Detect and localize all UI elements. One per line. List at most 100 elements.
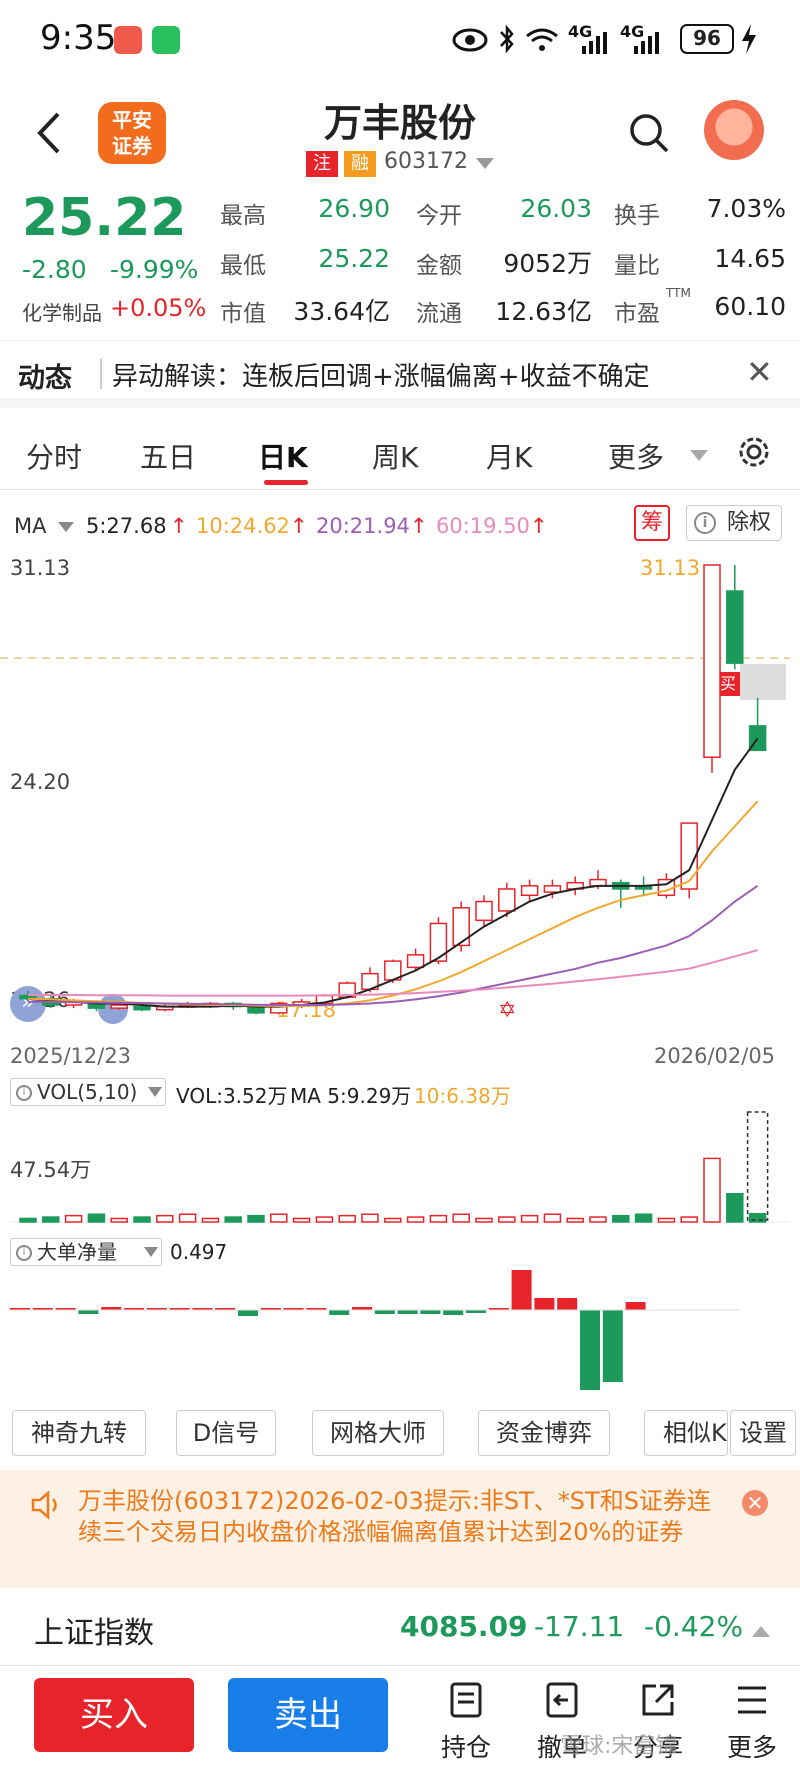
sector-change[interactable]: +0.05% <box>110 294 207 322</box>
volume-bar <box>270 1213 288 1223</box>
volume-bar <box>315 1216 334 1223</box>
nav-positions[interactable]: 持仓 <box>426 1682 506 1764</box>
ma10-value: 10:24.62 <box>196 514 290 538</box>
candle-body <box>406 954 425 969</box>
chevron-down-icon[interactable] <box>148 1087 162 1097</box>
big-order-bar <box>557 1298 578 1310</box>
quote-label: 流通 <box>416 301 462 327</box>
big-order-bar <box>55 1308 76 1310</box>
tab-intraday[interactable]: 分时 <box>26 441 83 474</box>
vol-selector[interactable]: VOL(5,10) <box>10 1078 166 1106</box>
y-axis-mid: 24.20 <box>10 770 71 794</box>
tool-similar-k[interactable]: 相似K <box>644 1410 728 1456</box>
volume-bar <box>566 1217 584 1223</box>
chip-distribution-button[interactable]: 筹 <box>634 505 670 541</box>
big-order-bar <box>169 1308 190 1310</box>
back-button[interactable] <box>30 108 70 158</box>
broker-logo[interactable]: 平安 证券 <box>98 102 166 164</box>
alert-text: 万丰股份(603172)2026-02-03提示:非ST、*ST和S证券连续三个… <box>78 1487 711 1546</box>
ma-label[interactable]: MA <box>14 514 47 538</box>
big-order-bar <box>260 1308 281 1310</box>
stock-code[interactable]: 603172 <box>384 149 468 174</box>
candle-body <box>133 1005 151 1011</box>
big-order-selector[interactable]: 大单净量 <box>10 1238 162 1266</box>
nav-cancel-order[interactable]: 撤单 <box>522 1682 602 1764</box>
big-order-bar <box>374 1310 395 1314</box>
menu-icon <box>738 1686 766 1714</box>
buy-button[interactable]: 买入 <box>34 1678 194 1752</box>
last-price: 25.22 <box>22 188 187 248</box>
chevron-down-icon[interactable] <box>476 158 494 169</box>
big-order-bar <box>10 1308 30 1310</box>
news-bar[interactable]: 动态 异动解读：连板后回调+涨幅偏离+收益不确定 ✕ <box>0 340 800 408</box>
ex-rights-button[interactable]: 除权 <box>686 505 782 541</box>
info-icon[interactable]: i <box>16 1085 32 1101</box>
arrow-up-icon: ↑ <box>170 514 188 538</box>
volume-bar <box>726 1192 744 1223</box>
quote-value: 7.03% <box>706 194 786 223</box>
quote-label: 换手 <box>614 203 660 229</box>
gear-icon[interactable] <box>734 432 774 472</box>
chevron-down-icon[interactable] <box>690 450 708 461</box>
volume-bar <box>657 1217 676 1223</box>
sector-label[interactable]: 化学制品 <box>22 301 102 325</box>
avatar[interactable] <box>704 100 764 160</box>
arrow-up-icon: ↑ <box>530 514 548 538</box>
chevron-down-icon[interactable] <box>58 522 74 532</box>
index-ticker[interactable]: 上证指数 4085.09 -17.11 -0.42% <box>0 1588 800 1666</box>
chevron-down-icon[interactable] <box>144 1247 158 1257</box>
document-icon <box>450 1682 482 1718</box>
candle-body <box>703 564 721 759</box>
search-button[interactable] <box>628 112 670 154</box>
quote-label: 量比 <box>614 253 660 279</box>
charging-icon <box>742 24 756 54</box>
alert-banner[interactable]: 万丰股份(603172)2026-02-03提示:非ST、*ST和S证券连续三个… <box>0 1470 800 1588</box>
info-icon[interactable]: i <box>694 512 716 534</box>
high-marker-label: 31.13 <box>640 556 701 580</box>
news-text[interactable]: 异动解读：连板后回调+涨幅偏离+收益不确定 <box>112 362 650 392</box>
ma60-value: 60:19.50 <box>436 514 530 538</box>
tab-month-k[interactable]: 月K <box>486 441 533 474</box>
close-icon[interactable]: ✕ <box>746 353 773 391</box>
big-order-bar <box>488 1308 509 1310</box>
chevron-up-icon[interactable] <box>752 1626 770 1637</box>
volume-bar <box>201 1217 220 1223</box>
volume-bar <box>406 1216 425 1223</box>
ma-line <box>28 885 759 1007</box>
tool-nine-turns[interactable]: 神奇九转 <box>12 1410 146 1456</box>
arrow-up-icon: ↑ <box>410 514 428 538</box>
volume-bar <box>338 1214 356 1223</box>
sell-button[interactable]: 卖出 <box>228 1678 388 1752</box>
candle-body <box>498 888 516 912</box>
tab-more[interactable]: 更多 <box>608 441 665 474</box>
close-icon[interactable]: ✕ <box>742 1490 768 1516</box>
star-event-icon[interactable]: ✡ <box>498 998 517 1023</box>
candle-body <box>520 885 539 896</box>
tool-fund-game[interactable]: 资金博弈 <box>478 1410 610 1456</box>
nav-positions-label: 持仓 <box>440 1733 491 1762</box>
fullscreen-icon[interactable] <box>98 994 128 1024</box>
tab-day-k[interactable]: 日K <box>258 441 308 474</box>
quote-value: 60.10 <box>714 292 786 321</box>
big-order-bar <box>329 1310 350 1315</box>
tool-settings[interactable]: 设置 <box>730 1410 796 1456</box>
volume-estimate-box <box>746 1111 769 1221</box>
candlestick-chart[interactable] <box>0 0 800 1400</box>
big-order-bar <box>238 1310 258 1316</box>
tab-five-day[interactable]: 五日 <box>140 441 197 474</box>
big-order-bar <box>78 1310 99 1314</box>
volume-bar <box>589 1216 607 1223</box>
tool-d-signal[interactable]: D信号 <box>176 1410 276 1456</box>
tab-week-k[interactable]: 周K <box>372 441 419 474</box>
info-icon[interactable]: i <box>16 1245 32 1261</box>
volume-bar <box>748 1212 767 1223</box>
quote-label: 最高 <box>220 203 266 229</box>
tab-underline <box>264 480 308 485</box>
big-order-bar <box>466 1310 486 1313</box>
signal-icon-2 <box>634 32 659 54</box>
nav-more[interactable]: 更多 <box>712 1682 792 1764</box>
nav-share[interactable]: 分享 <box>618 1682 698 1764</box>
tool-grid-master[interactable]: 网格大师 <box>312 1410 444 1456</box>
quote-value: 12.63亿 <box>495 297 592 326</box>
index-change-pct: -0.42% <box>644 1610 744 1643</box>
